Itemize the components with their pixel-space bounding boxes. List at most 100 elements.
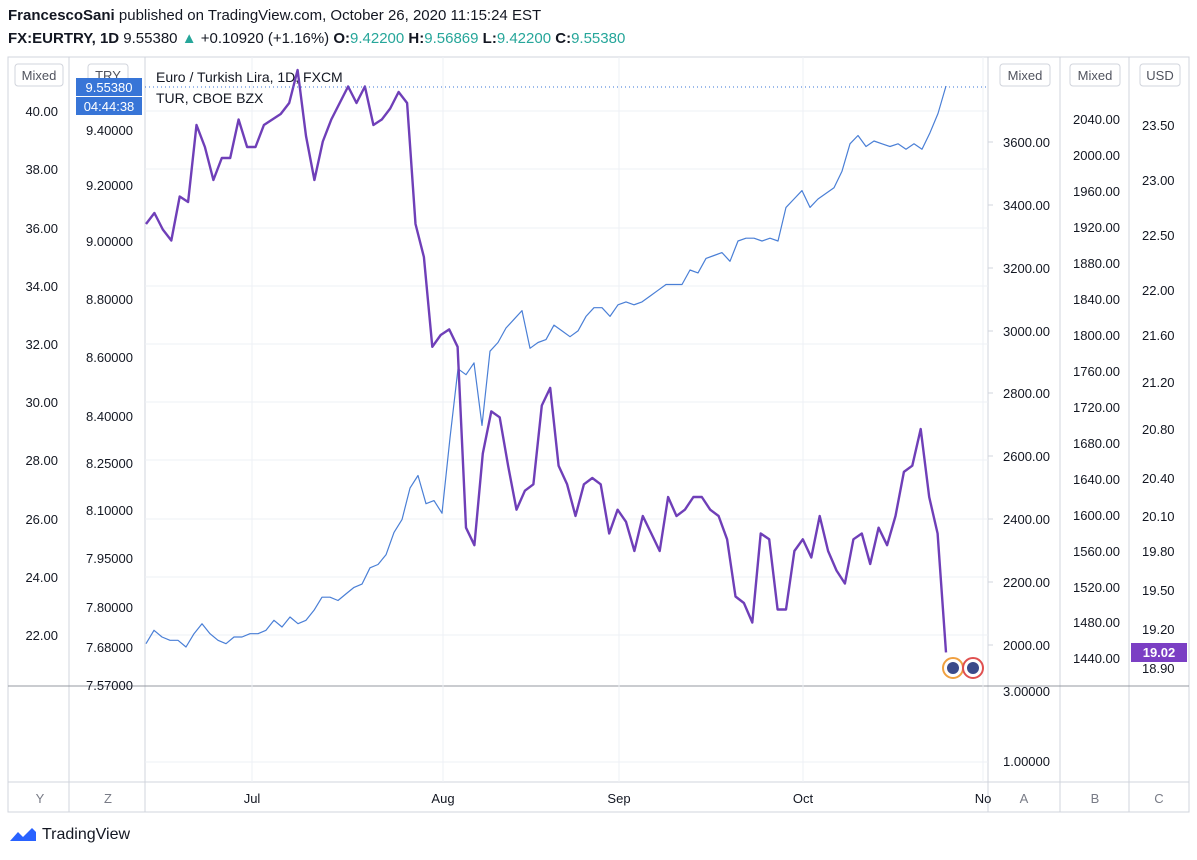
left-inner-tick: 7.80000 bbox=[86, 600, 133, 615]
x-tick-label: Oct bbox=[793, 791, 814, 806]
left-inner-tick: 9.00000 bbox=[86, 234, 133, 249]
corner-label-a: A bbox=[1020, 791, 1029, 806]
lower-pane-tick: 3.00000 bbox=[1003, 684, 1050, 699]
right-a-tick: 3600.00 bbox=[1003, 135, 1050, 150]
countdown-badge-text: 04:44:38 bbox=[84, 99, 135, 114]
right-usd-tick: 23.50 bbox=[1142, 118, 1175, 133]
right-b-tick: 2000.00 bbox=[1073, 148, 1120, 163]
left-outer-tick: 38.00 bbox=[25, 162, 58, 177]
left-outer-tick: 22.00 bbox=[25, 628, 58, 643]
corner-label-z: Z bbox=[104, 791, 112, 806]
low-value: 9.42200 bbox=[496, 30, 552, 47]
brand-name: TradingView bbox=[42, 826, 131, 843]
chart-frame bbox=[7, 56, 1190, 813]
right-b-tick: 1800.00 bbox=[1073, 328, 1120, 343]
right-usd-tick: 19.20 bbox=[1142, 622, 1175, 637]
right-b-tick: 1440.00 bbox=[1073, 651, 1120, 666]
left-inner-tick: 8.10000 bbox=[86, 503, 133, 518]
right-usd-tick: 19.80 bbox=[1142, 544, 1175, 559]
open-value: 9.42200 bbox=[350, 30, 405, 47]
up-arrow-icon: ▲ bbox=[181, 30, 197, 47]
countdown-badge bbox=[76, 97, 142, 115]
right-a-tick: 2000.00 bbox=[1003, 638, 1050, 653]
right-usd-tick: 20.40 bbox=[1142, 471, 1175, 486]
left-outer-tick: 26.00 bbox=[25, 512, 58, 527]
publish-line: FrancescoSani published on TradingView.c… bbox=[8, 7, 541, 24]
usd-scale-button-label[interactable]: USD bbox=[1146, 68, 1173, 83]
right-a-tick: 2200.00 bbox=[1003, 575, 1050, 590]
left-outer-tick: 24.00 bbox=[25, 570, 58, 585]
mixed-scale-button-2[interactable] bbox=[999, 63, 1051, 87]
corner-label-y: Y bbox=[36, 791, 45, 806]
high-value: 9.56869 bbox=[424, 30, 479, 47]
left-inner-tick: 8.25000 bbox=[86, 456, 133, 471]
tradingview-logo-icon bbox=[10, 828, 36, 841]
right-usd-tick: 18.90 bbox=[1142, 661, 1175, 676]
left-inner-tick: 8.40000 bbox=[86, 409, 133, 424]
right-b-tick: 1680.00 bbox=[1073, 436, 1120, 451]
left-outer-tick: 30.00 bbox=[25, 395, 58, 410]
mixed-scale-button-3[interactable] bbox=[1069, 63, 1121, 87]
usd-scale-button[interactable] bbox=[1139, 63, 1181, 87]
close-value: 9.55380 bbox=[571, 30, 626, 47]
right-b-tick: 1600.00 bbox=[1073, 508, 1120, 523]
right-b-tick: 1920.00 bbox=[1073, 220, 1120, 235]
lower-pane-tick: 1.00000 bbox=[1003, 754, 1050, 769]
right-usd-tick: 19.50 bbox=[1142, 583, 1175, 598]
price-badge-text: 9.55380 bbox=[86, 80, 133, 95]
tur-price-badge-text: 19.02 bbox=[1143, 645, 1176, 660]
mixed-scale-button-2-label[interactable]: Mixed bbox=[1008, 68, 1043, 83]
left-inner-tick: 8.60000 bbox=[86, 350, 133, 365]
left-inner-tick: 7.68000 bbox=[86, 640, 133, 655]
right-usd-tick: 21.20 bbox=[1142, 375, 1175, 390]
right-usd-tick: 23.00 bbox=[1142, 173, 1175, 188]
left-inner-tick: 8.80000 bbox=[86, 292, 133, 307]
tradingview-logo[interactable]: TradingView bbox=[8, 826, 130, 844]
corner-label-c: C bbox=[1154, 791, 1163, 806]
quote-line: FX:EURTRY, 1D 9.55380 ▲ +0.10920 (+1.16%… bbox=[8, 30, 626, 47]
right-b-tick: 1720.00 bbox=[1073, 400, 1120, 415]
right-b-tick: 1760.00 bbox=[1073, 364, 1120, 379]
right-usd-tick: 22.00 bbox=[1142, 283, 1175, 298]
left-outer-tick: 34.00 bbox=[25, 279, 58, 294]
right-a-tick: 3000.00 bbox=[1003, 324, 1050, 339]
last-price: 9.55380 bbox=[123, 30, 178, 47]
left-inner-tick: 9.40000 bbox=[86, 123, 133, 138]
left-inner-tick: 7.95000 bbox=[86, 551, 133, 566]
x-tick-label: Jul bbox=[244, 791, 261, 806]
mixed-scale-button-label[interactable]: Mixed bbox=[22, 68, 57, 83]
series-line-eurtry[interactable] bbox=[145, 85, 947, 648]
price-change: +0.10920 (+1.16%) bbox=[200, 30, 330, 47]
left-inner-tick: 9.20000 bbox=[86, 178, 133, 193]
event-marker-dot bbox=[967, 662, 979, 674]
symbol-label[interactable]: FX:EURTRY, 1D bbox=[8, 30, 120, 47]
publish-text: published on TradingView.com, October 26… bbox=[118, 7, 542, 24]
mixed-scale-button[interactable] bbox=[14, 63, 64, 87]
right-usd-tick: 20.80 bbox=[1142, 422, 1175, 437]
right-a-tick: 3200.00 bbox=[1003, 261, 1050, 276]
x-tick-label: No bbox=[975, 791, 992, 806]
right-usd-tick: 20.10 bbox=[1142, 509, 1175, 524]
right-b-tick: 1560.00 bbox=[1073, 544, 1120, 559]
event-marker-dot bbox=[947, 662, 959, 674]
mixed-scale-button-3-label[interactable]: Mixed bbox=[1078, 68, 1113, 83]
right-b-tick: 1880.00 bbox=[1073, 256, 1120, 271]
right-a-tick: 2400.00 bbox=[1003, 512, 1050, 527]
series-line-tur[interactable] bbox=[145, 68, 948, 653]
right-b-tick: 1480.00 bbox=[1073, 615, 1120, 630]
right-b-tick: 1840.00 bbox=[1073, 292, 1120, 307]
author-name[interactable]: FrancescoSani bbox=[8, 7, 115, 24]
legend-line-2: TUR, CBOE BZX bbox=[156, 90, 264, 106]
right-b-tick: 2040.00 bbox=[1073, 112, 1120, 127]
right-a-tick: 2800.00 bbox=[1003, 386, 1050, 401]
tur-price-badge bbox=[1131, 643, 1187, 662]
left-outer-tick: 36.00 bbox=[25, 221, 58, 236]
left-outer-tick: 32.00 bbox=[25, 337, 58, 352]
price-badge bbox=[76, 78, 142, 96]
left-inner-tick: 7.57000 bbox=[86, 678, 133, 693]
right-b-tick: 1960.00 bbox=[1073, 184, 1120, 199]
right-a-tick: 2600.00 bbox=[1003, 449, 1050, 464]
right-usd-tick: 21.60 bbox=[1142, 328, 1175, 343]
right-usd-tick: 22.50 bbox=[1142, 228, 1175, 243]
